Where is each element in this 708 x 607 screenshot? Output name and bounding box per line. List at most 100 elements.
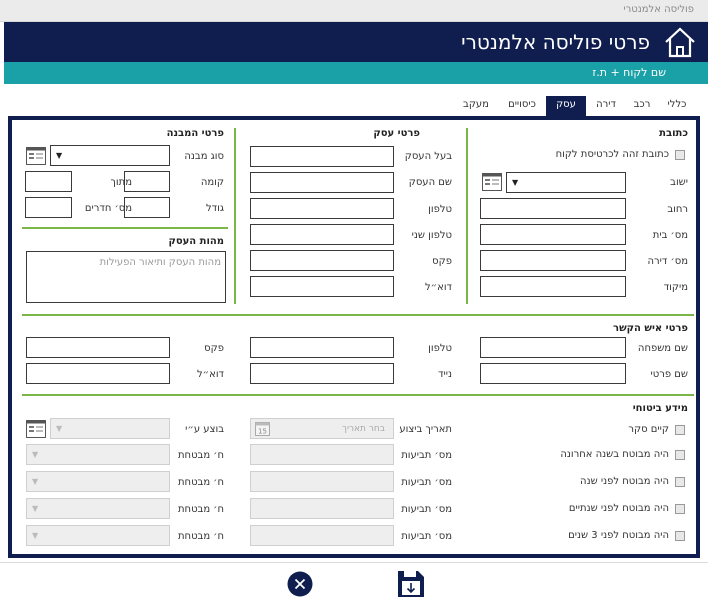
claims-count-input-2[interactable] (250, 471, 394, 492)
contact-phone-input[interactable] (250, 337, 394, 358)
business-nature-textarea[interactable]: מהות העסק ותיאור הפעילות (26, 251, 226, 303)
contact-email-input[interactable] (26, 363, 170, 384)
save-icon[interactable] (397, 570, 425, 598)
insured-two-years-ago-label: היה מבוטח לפני שנתיים (568, 503, 669, 514)
floors-total-input[interactable] (25, 171, 72, 192)
chevron-down-icon: ▼ (56, 424, 63, 433)
close-icon[interactable] (287, 571, 313, 597)
business-fax-label: פקס (432, 256, 452, 267)
floor-of-label: מתוך (110, 177, 132, 188)
execution-date-label: תאריך ביצוע (399, 424, 452, 435)
structure-section-title: פרטי המבנה (166, 128, 224, 139)
claims-count-input-3[interactable] (250, 498, 394, 519)
home-icon[interactable] (662, 24, 698, 60)
business-fax-input[interactable] (250, 250, 394, 271)
done-by-list-icon[interactable] (26, 420, 46, 438)
structure-type-label: סוג מבנה (184, 151, 224, 162)
insured-two-years-ago-checkbox[interactable] (675, 504, 685, 514)
street-input[interactable] (480, 198, 626, 219)
insurer-label: ח׳ מבטחת (177, 504, 224, 515)
divider (22, 394, 694, 396)
chevron-down-icon: ▼ (32, 504, 39, 513)
chevron-down-icon: ▼ (512, 178, 519, 187)
contact-mobile-label: נייד (438, 369, 452, 380)
business-phone2-label: טלפון שני (411, 230, 452, 241)
tab-business[interactable]: עסק (546, 96, 586, 116)
contact-first-name-input[interactable] (480, 363, 626, 384)
apartment-number-input[interactable] (480, 250, 626, 271)
city-label: ישוב (670, 177, 688, 188)
business-nature-title: מהות העסק (168, 236, 224, 247)
zip-input[interactable] (480, 276, 626, 297)
size-input[interactable] (124, 197, 170, 218)
house-number-input[interactable] (480, 224, 626, 245)
structure-type-select[interactable]: ▼ (50, 145, 170, 166)
insurance-section-title: מידע ביטוחי (632, 403, 688, 414)
window-titlebar: פוליסה אלמנטרי (0, 0, 708, 22)
business-owner-label: בעל העסק (404, 151, 452, 162)
done-by-select[interactable]: ▼ (50, 418, 170, 439)
page-title: פרטי פוליסה אלמנטרי (461, 30, 650, 54)
insurer-label: ח׳ מבטחת (177, 450, 224, 461)
chevron-down-icon: ▼ (32, 531, 39, 540)
business-name-label: שם העסק (408, 177, 452, 188)
business-phone-input[interactable] (250, 198, 394, 219)
floor-input[interactable] (124, 171, 170, 192)
rooms-input[interactable] (25, 197, 72, 218)
chevron-down-icon: ▼ (32, 477, 39, 486)
contact-fax-input[interactable] (26, 337, 170, 358)
divider (466, 128, 468, 304)
claims-count-label: מס׳ תביעות (401, 477, 452, 488)
insurer-label: ח׳ מבטחת (177, 531, 224, 542)
insurer-select-1[interactable]: ▼ (26, 444, 170, 465)
divider (22, 227, 228, 229)
divider (22, 314, 694, 316)
tab-apartment[interactable]: דירה (596, 99, 616, 110)
claims-count-label: מס׳ תביעות (401, 450, 452, 461)
tab-tracking[interactable]: מעקב (463, 99, 489, 110)
chevron-down-icon: ▼ (32, 450, 39, 459)
page-header: פרטי פוליסה אלמנטרי (4, 22, 708, 62)
claims-count-input-4[interactable] (250, 525, 394, 546)
insured-three-years-ago-label: היה מבוטח לפני 3 שנים (568, 530, 669, 541)
business-form-panel: כתובת כתובת זהה לכרטיסת לקוח ישוב ▼ רחוב… (8, 116, 700, 558)
survey-exists-checkbox[interactable] (675, 425, 685, 435)
insured-three-years-ago-checkbox[interactable] (675, 531, 685, 541)
tab-car[interactable]: רכב (633, 99, 651, 110)
window-title: פוליסה אלמנטרי (623, 4, 694, 15)
tab-general[interactable]: כללי (667, 99, 687, 110)
zip-label: מיקוד (663, 282, 688, 293)
business-name-input[interactable] (250, 172, 394, 193)
contact-phone-label: טלפון (428, 343, 452, 354)
business-phone-label: טלפון (428, 204, 452, 215)
insurer-select-3[interactable]: ▼ (26, 498, 170, 519)
insurer-select-2[interactable]: ▼ (26, 471, 170, 492)
divider (234, 128, 236, 304)
street-label: רחוב (667, 204, 688, 215)
contact-mobile-input[interactable] (250, 363, 394, 384)
claims-count-label: מס׳ תביעות (401, 504, 452, 515)
city-select[interactable]: ▼ (506, 172, 626, 193)
tab-coverages[interactable]: כיסויים (508, 99, 536, 110)
business-phone2-input[interactable] (250, 224, 394, 245)
insured-last-year-checkbox[interactable] (675, 450, 685, 460)
contact-section-title: פרטי איש הקשר (613, 323, 688, 334)
execution-date-placeholder: בחר תאריך (342, 424, 385, 434)
execution-date-input[interactable]: בחר תאריך 15 (250, 418, 394, 439)
business-email-input[interactable] (250, 276, 394, 297)
structure-list-icon[interactable] (26, 147, 46, 165)
contact-last-name-input[interactable] (480, 337, 626, 358)
same-address-checkbox[interactable] (675, 150, 685, 160)
business-section-title: פרטי עסק (373, 128, 420, 139)
chevron-down-icon: ▼ (56, 151, 63, 160)
claims-count-input-1[interactable] (250, 444, 394, 465)
business-owner-input[interactable] (250, 146, 394, 167)
floor-label: קומה (200, 177, 224, 188)
rooms-label: מס׳ חדרים (84, 203, 132, 214)
size-label: גודל (206, 203, 224, 214)
insured-year-ago-checkbox[interactable] (675, 477, 685, 487)
city-list-icon[interactable] (482, 173, 502, 191)
customer-bar: שם לקוח + ת.ז (4, 62, 708, 84)
insurer-select-4[interactable]: ▼ (26, 525, 170, 546)
calendar-icon[interactable]: 15 (255, 421, 270, 436)
